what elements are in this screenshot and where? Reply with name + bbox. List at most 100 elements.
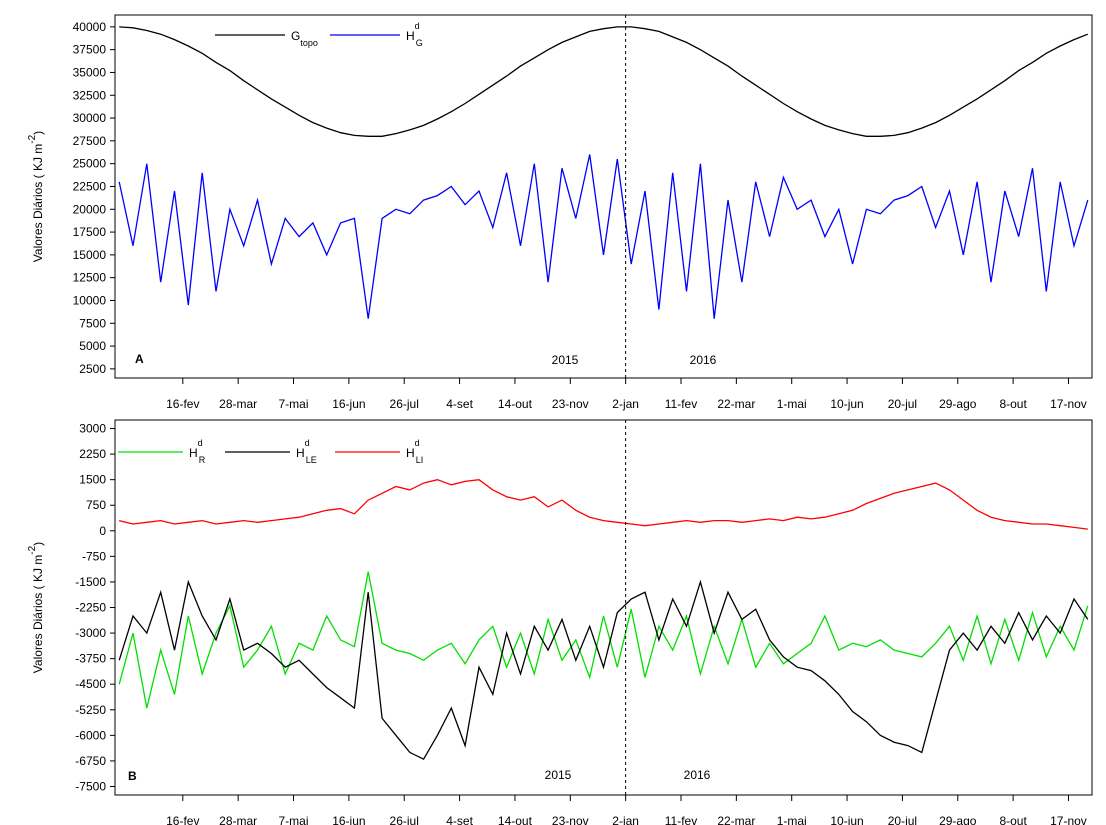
y-tick-label: -7500 bbox=[75, 779, 106, 793]
x-tick-label: 2-jan bbox=[612, 814, 639, 825]
x-tick-label: 10-jun bbox=[830, 814, 863, 825]
legend-superscript: d bbox=[198, 438, 203, 448]
x-tick-label: 28-mar bbox=[219, 397, 257, 411]
y-tick-label: 2500 bbox=[79, 362, 106, 376]
x-tick-label: 7-mai bbox=[279, 397, 309, 411]
x-tick-label: 22-mar bbox=[717, 397, 755, 411]
x-tick-label: 26-jul bbox=[390, 814, 419, 825]
legend-superscript: d bbox=[305, 438, 310, 448]
series-line bbox=[119, 479, 1088, 530]
y-tick-label: -6750 bbox=[75, 754, 106, 768]
y-tick-label: 10000 bbox=[73, 293, 107, 307]
x-tick-label: 4-set bbox=[446, 397, 473, 411]
y-tick-label: 32500 bbox=[73, 88, 107, 102]
legend-subscript: LI bbox=[416, 455, 424, 465]
legend-superscript: d bbox=[415, 438, 420, 448]
y-axis-label-end: ) bbox=[31, 542, 45, 546]
y-axis-label: Valores Diários ( KJ m-2) bbox=[27, 131, 45, 262]
y-tick-label: -3750 bbox=[75, 652, 106, 666]
y-tick-label: 17500 bbox=[73, 225, 107, 239]
y-tick-label: -3000 bbox=[75, 626, 106, 640]
legend-name: H bbox=[406, 29, 415, 43]
x-tick-label: 20-jul bbox=[888, 814, 917, 825]
legend-name: H bbox=[406, 446, 415, 460]
legend-name: H bbox=[189, 446, 198, 460]
y-tick-label: 15000 bbox=[73, 248, 107, 262]
legend-name: H bbox=[296, 446, 305, 460]
x-tick-label: 16-fev bbox=[166, 814, 199, 825]
year-annotation: 2016 bbox=[684, 768, 711, 782]
y-tick-label: 30000 bbox=[73, 111, 107, 125]
x-tick-label: 8-out bbox=[999, 397, 1027, 411]
y-tick-label: 25000 bbox=[73, 157, 107, 171]
x-tick-label: 2-jan bbox=[612, 397, 639, 411]
y-tick-label: 40000 bbox=[73, 20, 107, 34]
y-tick-label: -2250 bbox=[75, 601, 106, 615]
plot-frame bbox=[114, 419, 1093, 796]
year-annotation: 2015 bbox=[545, 768, 572, 782]
series-line bbox=[118, 154, 1089, 319]
y-tick-label: -5250 bbox=[75, 703, 106, 717]
y-axis-label-sup: -2 bbox=[27, 545, 38, 554]
y-tick-label: -1500 bbox=[75, 575, 106, 589]
y-tick-label: 35000 bbox=[73, 65, 107, 79]
x-tick-label: 28-mar bbox=[219, 814, 257, 825]
x-tick-label: 16-jun bbox=[332, 397, 365, 411]
x-tick-label: 11-fev bbox=[665, 814, 697, 825]
legend-subscript: topo bbox=[300, 38, 318, 48]
y-tick-label: 1500 bbox=[79, 473, 106, 487]
y-axis-label-text: Valores Diários ( KJ m bbox=[31, 144, 45, 262]
legend-subscript: G bbox=[416, 38, 423, 48]
x-tick-label: 29-ago bbox=[939, 397, 977, 411]
year-annotation: 2016 bbox=[690, 353, 717, 367]
y-tick-label: -750 bbox=[82, 549, 106, 563]
x-tick-label: 14-out bbox=[498, 397, 533, 411]
y-tick-label: 7500 bbox=[79, 316, 106, 330]
plot-frame bbox=[114, 14, 1093, 379]
x-tick-label: 1-mai bbox=[777, 397, 807, 411]
legend-entry: Hd R bbox=[189, 438, 206, 465]
y-tick-label: 3000 bbox=[79, 422, 106, 436]
y-tick-label: 2250 bbox=[79, 447, 106, 461]
legend-subscript: LE bbox=[306, 455, 317, 465]
x-tick-label: 10-jun bbox=[830, 397, 863, 411]
x-tick-label: 23-nov bbox=[552, 397, 589, 411]
legend-entry: Hd LI bbox=[406, 438, 423, 465]
panel-label: B bbox=[128, 769, 137, 783]
x-tick-label: 16-jun bbox=[332, 814, 365, 825]
panel-label: A bbox=[135, 352, 144, 366]
x-tick-label: 23-nov bbox=[552, 814, 589, 825]
series-line bbox=[118, 579, 1089, 761]
x-tick-label: 1-mai bbox=[777, 814, 807, 825]
y-tick-label: 750 bbox=[86, 498, 106, 512]
y-tick-label: 37500 bbox=[73, 43, 107, 57]
x-tick-label: 4-set bbox=[446, 814, 473, 825]
x-tick-label: 8-out bbox=[999, 814, 1027, 825]
legend-name: G bbox=[291, 29, 300, 43]
year-annotation: 2015 bbox=[552, 353, 579, 367]
legend-superscript: d bbox=[415, 21, 420, 31]
y-tick-label: 12500 bbox=[73, 271, 107, 285]
y-axis-label: Valores Diários ( KJ m-2) bbox=[27, 542, 45, 673]
series-line bbox=[118, 571, 1089, 709]
y-tick-label: -6000 bbox=[75, 728, 106, 742]
legend-entry: Hd G bbox=[406, 21, 423, 48]
y-axis-label-end: ) bbox=[31, 131, 45, 135]
x-tick-label: 20-jul bbox=[888, 397, 917, 411]
x-tick-label: 26-jul bbox=[390, 397, 419, 411]
series-line bbox=[119, 26, 1089, 137]
y-tick-label: 0 bbox=[99, 524, 106, 538]
x-tick-label: 16-fev bbox=[166, 397, 199, 411]
y-tick-label: 5000 bbox=[79, 339, 106, 353]
y-axis-label-sup: -2 bbox=[27, 134, 38, 143]
y-tick-label: -4500 bbox=[75, 677, 106, 691]
legend-entry: Gtopo bbox=[291, 29, 318, 48]
x-tick-label: 17-nov bbox=[1050, 397, 1087, 411]
legend-subscript: R bbox=[199, 455, 206, 465]
x-tick-label: 17-nov bbox=[1050, 814, 1087, 825]
y-axis-label-text: Valores Diários ( KJ m bbox=[31, 555, 45, 673]
x-tick-label: 11-fev bbox=[665, 397, 697, 411]
y-tick-label: 27500 bbox=[73, 134, 107, 148]
x-tick-label: 22-mar bbox=[717, 814, 755, 825]
